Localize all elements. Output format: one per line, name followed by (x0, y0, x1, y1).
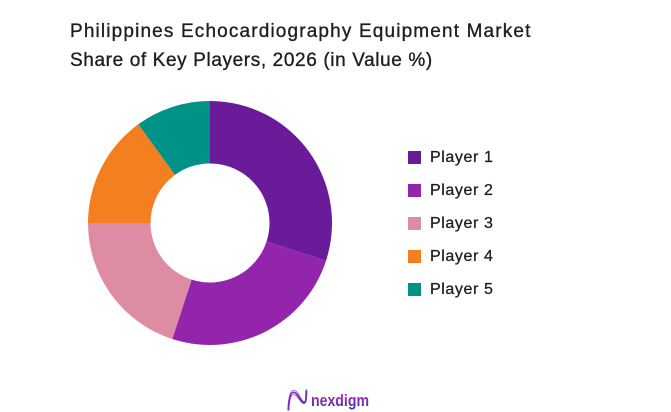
svg-text:nexdigm: nexdigm (311, 391, 369, 410)
